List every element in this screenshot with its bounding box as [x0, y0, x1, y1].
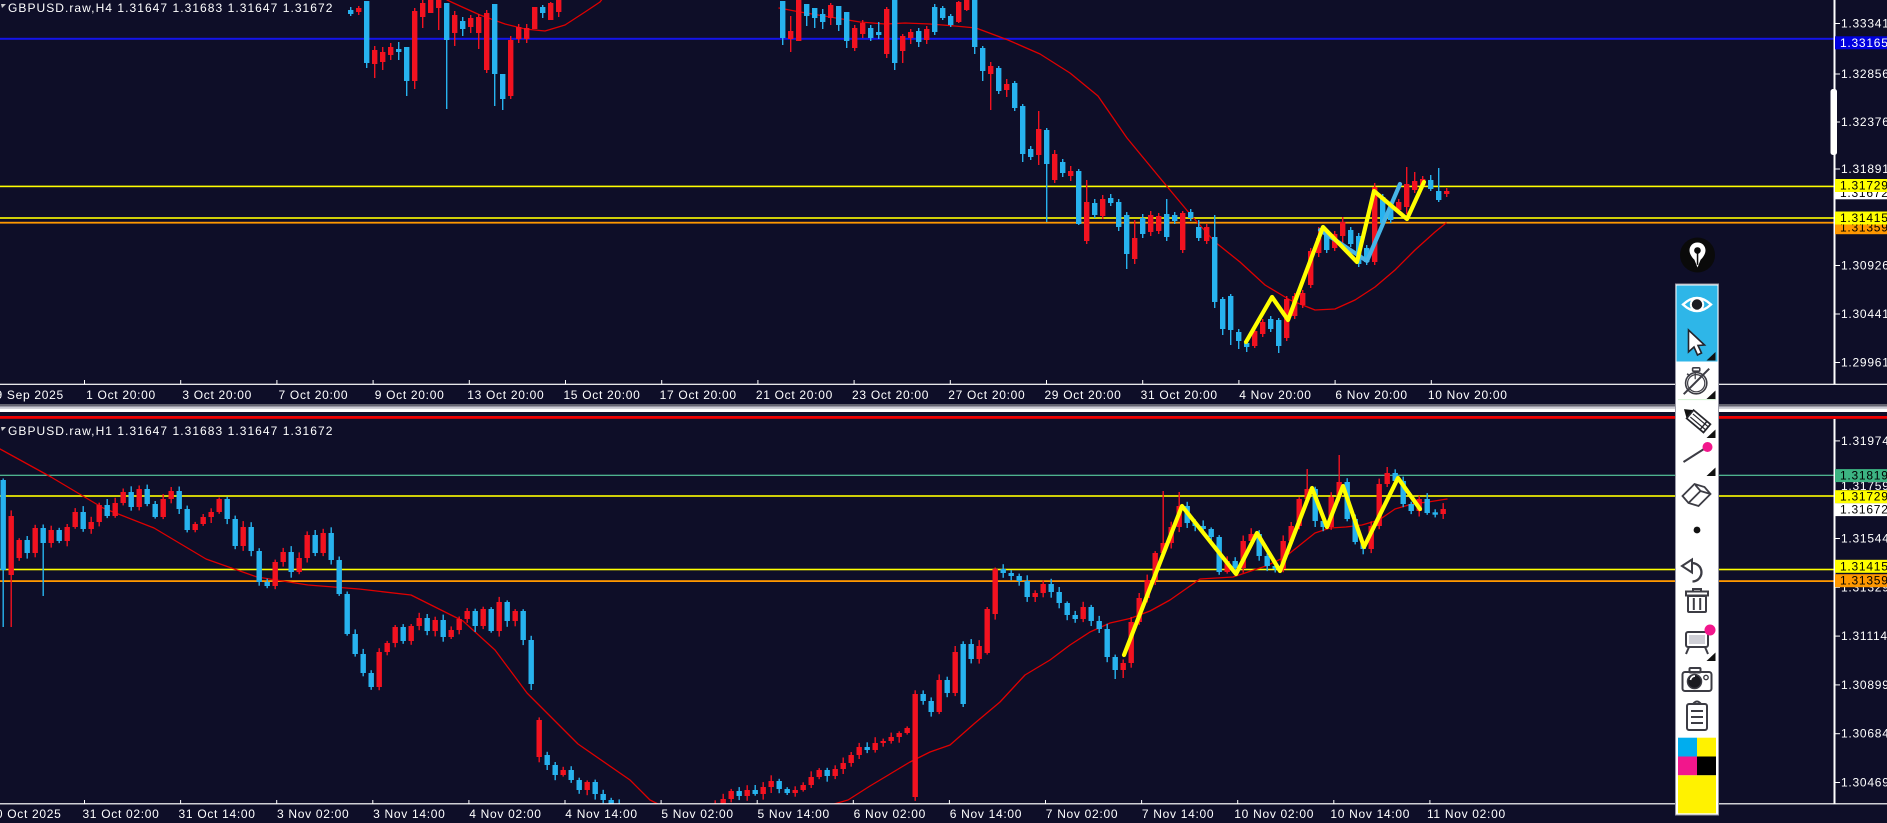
svg-text:31 Oct 20:00: 31 Oct 20:00	[1141, 388, 1218, 402]
svg-text:1.31415: 1.31415	[1840, 211, 1887, 225]
svg-text:31 Oct 02:00: 31 Oct 02:00	[82, 807, 159, 821]
svg-text:1.30926: 1.30926	[1841, 259, 1887, 273]
svg-text:1 Oct 20:00: 1 Oct 20:00	[86, 388, 156, 402]
svg-text:1.33165: 1.33165	[1840, 36, 1887, 50]
svg-text:5 Nov 02:00: 5 Nov 02:00	[661, 807, 733, 821]
svg-text:1.31415: 1.31415	[1840, 559, 1887, 573]
svg-text:7 Oct 20:00: 7 Oct 20:00	[279, 388, 349, 402]
svg-text:4 Nov 20:00: 4 Nov 20:00	[1239, 388, 1311, 402]
svg-text:29 Oct 20:00: 29 Oct 20:00	[1044, 388, 1121, 402]
svg-text:6 Nov 14:00: 6 Nov 14:00	[950, 807, 1022, 821]
svg-text:GBPUSD.raw,H4 1.31647 1.31683: GBPUSD.raw,H4 1.31647 1.31683 1.31647 1.…	[8, 1, 333, 15]
svg-text:11 Nov 02:00: 11 Nov 02:00	[1427, 807, 1506, 821]
svg-text:13 Oct 20:00: 13 Oct 20:00	[467, 388, 544, 402]
svg-text:17 Oct 20:00: 17 Oct 20:00	[660, 388, 737, 402]
svg-text:9 Oct 20:00: 9 Oct 20:00	[375, 388, 445, 402]
svg-text:1.31819: 1.31819	[1840, 469, 1887, 483]
svg-text:3 Nov 14:00: 3 Nov 14:00	[373, 807, 445, 821]
svg-text:1.31974: 1.31974	[1841, 434, 1887, 448]
svg-text:29 Sep 2025: 29 Sep 2025	[0, 388, 64, 402]
svg-text:10 Nov 02:00: 10 Nov 02:00	[1234, 807, 1314, 821]
svg-text:4 Nov 02:00: 4 Nov 02:00	[469, 807, 541, 821]
svg-text:GBPUSD.raw,H1 1.31647 1.31683: GBPUSD.raw,H1 1.31647 1.31683 1.31647 1.…	[8, 424, 333, 438]
svg-text:6 Nov 20:00: 6 Nov 20:00	[1335, 388, 1407, 402]
svg-text:3 Nov 02:00: 3 Nov 02:00	[277, 807, 349, 821]
svg-text:31 Oct 14:00: 31 Oct 14:00	[179, 807, 256, 821]
svg-text:3 Oct 20:00: 3 Oct 20:00	[182, 388, 252, 402]
svg-text:1.30899: 1.30899	[1841, 678, 1887, 692]
svg-text:1.31759: 1.31759	[1841, 479, 1887, 493]
svg-text:4 Nov 14:00: 4 Nov 14:00	[565, 807, 637, 821]
svg-text:27 Oct 20:00: 27 Oct 20:00	[948, 388, 1025, 402]
svg-text:10 Nov 20:00: 10 Nov 20:00	[1428, 388, 1508, 402]
svg-text:21 Oct 20:00: 21 Oct 20:00	[756, 388, 833, 402]
svg-text:1.31114: 1.31114	[1841, 629, 1887, 643]
svg-text:1.30684: 1.30684	[1841, 727, 1887, 741]
svg-text:1.30469: 1.30469	[1841, 776, 1887, 790]
svg-text:5 Nov 14:00: 5 Nov 14:00	[757, 807, 829, 821]
svg-text:6 Nov 02:00: 6 Nov 02:00	[854, 807, 926, 821]
svg-text:1.31672: 1.31672	[1840, 503, 1887, 517]
svg-text:1.32376: 1.32376	[1841, 115, 1887, 129]
svg-text:1.31891: 1.31891	[1841, 162, 1887, 176]
svg-text:23 Oct 20:00: 23 Oct 20:00	[852, 388, 929, 402]
svg-text:1.30441: 1.30441	[1841, 307, 1887, 321]
svg-text:7 Nov 02:00: 7 Nov 02:00	[1046, 807, 1118, 821]
svg-text:1.29961: 1.29961	[1841, 356, 1887, 370]
svg-text:7 Nov 14:00: 7 Nov 14:00	[1142, 807, 1214, 821]
svg-text:1.31729: 1.31729	[1840, 490, 1887, 504]
svg-text:1.32856: 1.32856	[1841, 67, 1887, 81]
svg-text:1.31359: 1.31359	[1840, 574, 1887, 588]
svg-text:10 Nov 14:00: 10 Nov 14:00	[1330, 807, 1410, 821]
svg-text:1.31729: 1.31729	[1840, 179, 1887, 193]
svg-text:30 Oct 2025: 30 Oct 2025	[0, 807, 62, 821]
svg-text:1.33341: 1.33341	[1841, 17, 1887, 31]
svg-text:1.31544: 1.31544	[1841, 532, 1887, 546]
svg-text:15 Oct 20:00: 15 Oct 20:00	[563, 388, 640, 402]
